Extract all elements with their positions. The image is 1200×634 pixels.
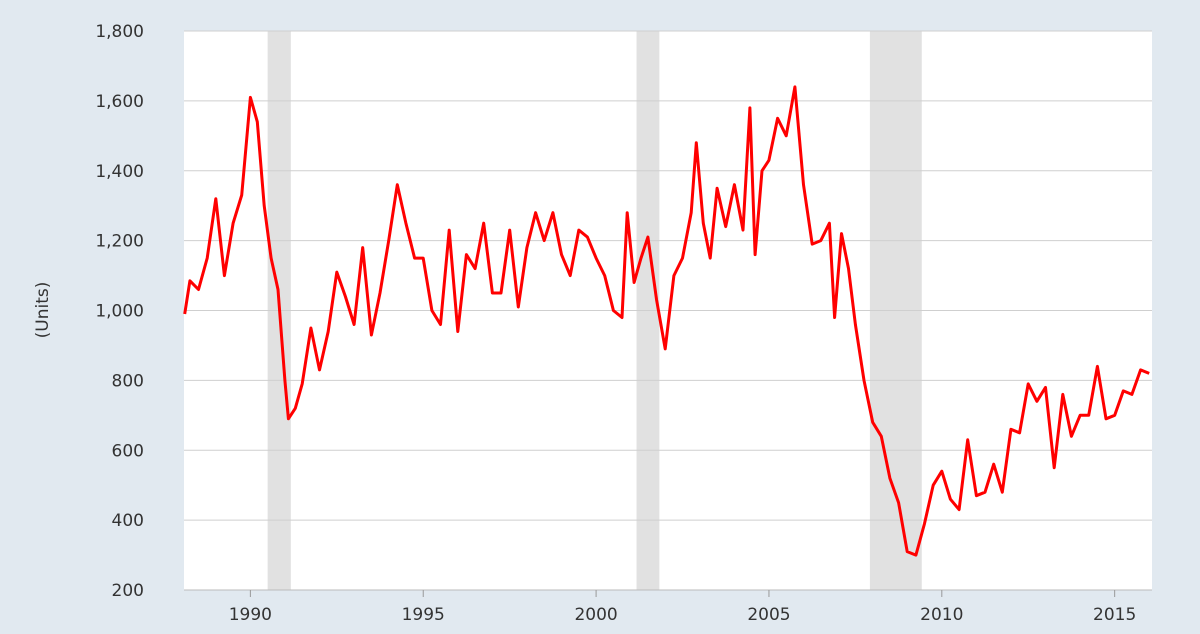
y-tick-label: 1,000 xyxy=(95,302,144,322)
data-line xyxy=(183,85,1150,557)
y-axis-label: (Units) xyxy=(33,282,53,339)
y-tick-label: 1,200 xyxy=(95,232,144,252)
x-tick-label: 2010 xyxy=(920,605,963,625)
y-tick-label: 1,400 xyxy=(95,162,144,182)
x-tick-label: 1990 xyxy=(229,605,272,625)
x-tick-label: 2015 xyxy=(1093,605,1136,625)
x-tick-label: 1995 xyxy=(402,605,445,625)
y-tick-label: 200 xyxy=(112,581,144,601)
y-tick-label: 400 xyxy=(112,511,144,531)
x-tick-label: 2000 xyxy=(574,605,617,625)
y-tick-label: 1,800 xyxy=(95,22,144,42)
x-tick-label: 2005 xyxy=(747,605,790,625)
y-tick-label: 1,600 xyxy=(95,92,144,112)
y-tick-label: 600 xyxy=(112,441,144,461)
y-tick-label: 800 xyxy=(112,371,144,391)
